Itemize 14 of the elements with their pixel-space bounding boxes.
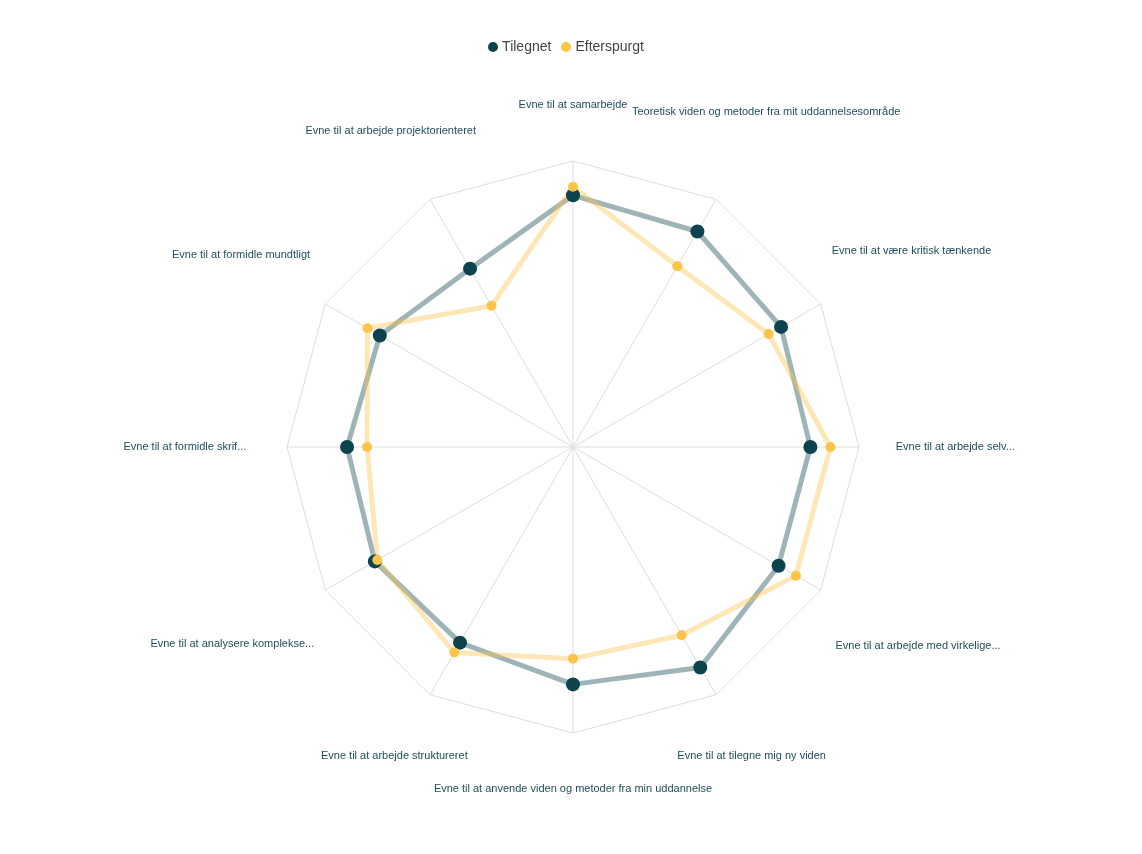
legend-label: Efterspurgt [575, 38, 644, 54]
spoke-label: Evne til at arbejde selv... [895, 439, 1015, 452]
spoke-label: Evne til at være kritisk tænkende [831, 244, 992, 257]
spoke-label: Evne til at samarbejde [518, 97, 628, 110]
spoke-label: Teoretisk viden og metoder fra mit uddannelsesområde [631, 105, 901, 118]
legend-label: Tilegnet [502, 38, 552, 54]
spoke-label: Evne til at formidle skrif... [123, 439, 247, 452]
spoke-label: Evne til at formidle mundtligt [171, 248, 311, 261]
spoke-label: Evne til at arbejde med virkelige... [835, 639, 1001, 652]
spoke-label: Evne til at anvende viden og metoder fra min uddannelse [433, 781, 713, 794]
spoke-label: Evne til at arbejde projektorienteret [305, 124, 477, 137]
spoke-label: Evne til at arbejde struktureret [320, 749, 468, 762]
spoke-label: Evne til at analysere komplekse... [150, 636, 315, 649]
spoke-label: Evne til at tilegne mig ny viden [677, 749, 826, 762]
